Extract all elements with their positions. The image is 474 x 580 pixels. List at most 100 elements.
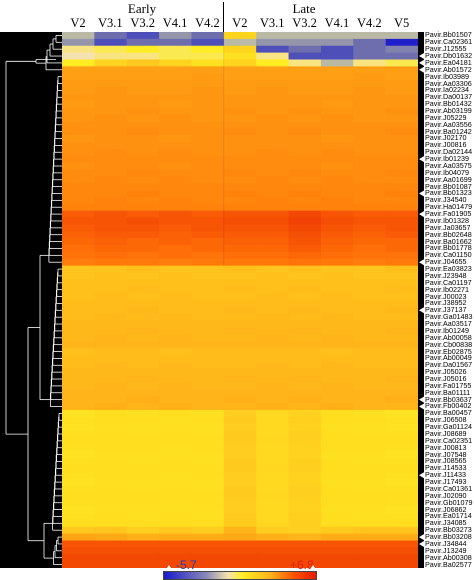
heatmap-cell	[288, 59, 322, 67]
heatmap-cell	[223, 176, 257, 184]
heatmap-cell	[191, 341, 225, 349]
heatmap-cell	[353, 471, 387, 480]
heatmap-cell	[94, 272, 128, 280]
heatmap-cell	[353, 437, 387, 445]
row-label: Pavir.J08565	[425, 457, 467, 466]
heatmap-cell	[94, 135, 128, 143]
heatmap-cell	[191, 224, 225, 232]
heatmap-cell	[191, 451, 225, 459]
heatmap-cell	[126, 478, 160, 487]
heatmap-cell	[159, 59, 192, 67]
heatmap-cell	[288, 327, 322, 335]
heatmap-cell	[191, 519, 225, 528]
heatmap-cell	[191, 66, 225, 74]
heatmap-cell	[288, 217, 322, 225]
heatmap-cell	[191, 354, 225, 363]
heatmap-cell	[288, 279, 322, 287]
heatmap-cell	[288, 141, 322, 150]
heatmap-cell	[288, 334, 322, 342]
heatmap-cell	[62, 423, 95, 432]
heatmap-cell	[320, 320, 354, 328]
heatmap-cell	[223, 128, 257, 136]
heatmap-cell	[353, 183, 387, 191]
heatmap-cell	[126, 121, 160, 129]
heatmap-cell	[353, 258, 387, 267]
heatmap-cell	[288, 506, 322, 514]
heatmap-cell	[353, 313, 387, 322]
heatmap-cell	[353, 245, 387, 253]
heatmap-cell	[223, 169, 257, 177]
heatmap-cell	[191, 375, 225, 383]
heatmap-cell	[320, 224, 354, 232]
heatmap-cell	[353, 375, 387, 383]
heatmap-cell	[159, 348, 192, 356]
heatmap-cell	[159, 547, 192, 555]
heatmap-cell	[126, 100, 160, 109]
heatmap-cell	[320, 66, 354, 74]
heatmap-cell	[94, 313, 128, 322]
heatmap-cell	[256, 471, 290, 480]
heatmap-cell	[94, 561, 128, 568]
heatmap-cell	[288, 121, 322, 129]
heatmap-cell	[191, 183, 225, 191]
heatmap-cell	[320, 554, 354, 562]
heatmap-cell	[353, 251, 387, 260]
heatmap-cell	[126, 183, 160, 191]
heatmap-cell	[62, 478, 95, 487]
heatmap-cell	[62, 506, 95, 514]
heatmap-cell	[62, 547, 95, 555]
row-label: Pavir.Ca01150	[425, 251, 472, 260]
heatmap-cell	[191, 107, 225, 115]
heatmap-cell	[288, 492, 322, 500]
heatmap-cell	[320, 52, 354, 60]
heatmap-cell	[320, 437, 354, 445]
heatmap-cell	[62, 540, 95, 548]
heatmap-cell	[126, 389, 160, 397]
heatmap-cell	[256, 38, 290, 47]
heatmap-cell	[385, 38, 418, 47]
heatmap-cell	[320, 93, 354, 102]
row-label: Pavir.J06862	[425, 505, 467, 514]
heatmap-cell	[159, 451, 192, 459]
heatmap-cell	[288, 183, 322, 191]
heatmap-cell	[256, 540, 290, 548]
legend-max-marker	[309, 565, 317, 571]
row-marker-icon	[419, 59, 424, 66]
heatmap-cell	[94, 86, 128, 95]
heatmap-cell	[159, 121, 192, 129]
heatmap-cell	[320, 313, 354, 322]
heatmap-cell	[353, 513, 387, 521]
heatmap-cell	[94, 183, 128, 191]
heatmap-cell	[288, 361, 322, 370]
heatmap-cell	[126, 73, 160, 81]
heatmap-cell	[62, 519, 95, 528]
heatmap-cell	[94, 45, 128, 54]
heatmap-cell	[126, 499, 160, 507]
heatmap-cell	[385, 183, 418, 191]
heatmap-cell	[126, 52, 160, 60]
heatmap-cell	[126, 286, 160, 294]
column-label: V3.1	[98, 16, 123, 30]
heatmap-cell	[223, 526, 257, 535]
column-label: V3.1	[259, 16, 285, 30]
row-label: Pavir.Ga01483	[425, 313, 473, 322]
heatmap-cell	[62, 128, 95, 136]
heatmap-cell	[353, 389, 387, 397]
heatmap-cell	[62, 80, 95, 88]
heatmap-cell	[385, 375, 418, 383]
heatmap-cell	[126, 258, 160, 267]
heatmap-cell	[159, 32, 192, 40]
heatmap-cell	[126, 327, 160, 335]
heatmap-cell	[320, 245, 354, 253]
heatmap-cell	[288, 107, 322, 115]
heatmap-cell	[353, 519, 387, 528]
heatmap-cell	[288, 238, 322, 246]
heatmap-cell	[62, 492, 95, 500]
heatmap-cell	[191, 300, 225, 308]
heatmap-cell	[353, 141, 387, 150]
heatmap-cell	[191, 492, 225, 500]
heatmap-cell	[126, 458, 160, 466]
heatmap-cell	[62, 162, 95, 170]
row-label: Pavir.J00023	[425, 292, 467, 301]
heatmap-cell	[62, 210, 95, 219]
